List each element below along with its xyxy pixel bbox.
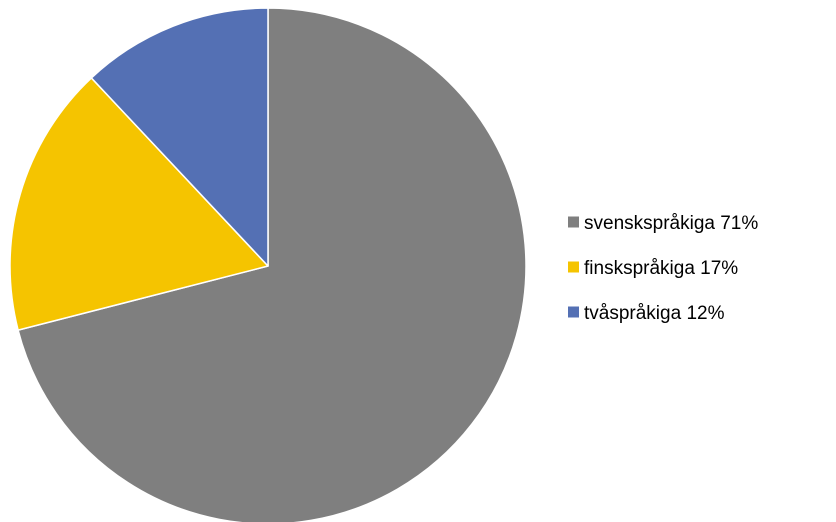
legend-item: tvåspråkiga 12% xyxy=(568,303,725,324)
legend-swatch xyxy=(568,306,579,318)
legend-item: svenskspråkiga 71% xyxy=(568,213,758,234)
legend-swatch xyxy=(568,216,579,228)
legend: svenskspråkiga 71% finskspråkiga 17% tvåsp… xyxy=(568,213,758,324)
legend-label: svenskspråkiga 71% xyxy=(584,213,758,234)
pie-slice-2 xyxy=(9,77,269,331)
pie-slices xyxy=(9,7,527,522)
legend-label: tvåspråkiga 12% xyxy=(584,303,725,324)
pie-slice-1 xyxy=(17,7,527,522)
legend-swatch xyxy=(568,261,579,273)
legend-label: finskspråkiga 17% xyxy=(584,258,738,279)
pie-slice-3 xyxy=(90,7,269,267)
legend-item: finskspråkiga 17% xyxy=(568,258,738,279)
